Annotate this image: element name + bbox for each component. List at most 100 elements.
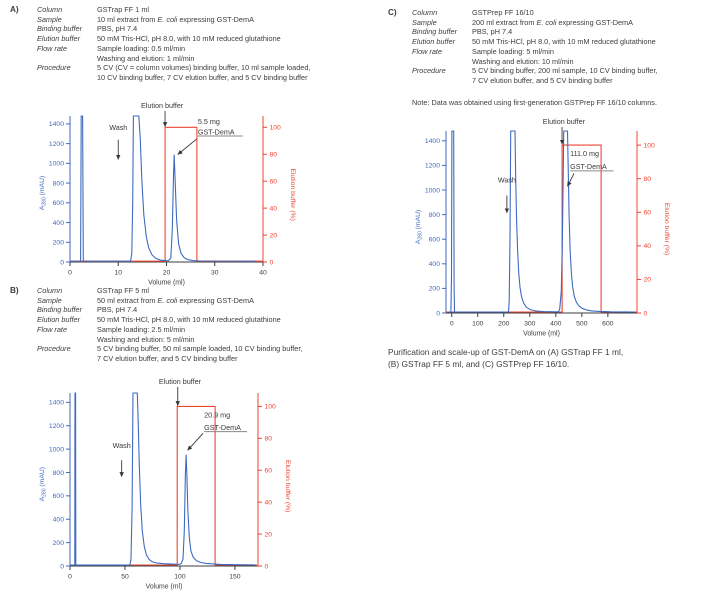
y-right-tick-label: 20 — [270, 232, 278, 239]
spec-value: 50 ml extract from E. coli expressing GS… — [97, 295, 254, 305]
y-right-axis-label: Elution buffer (%) — [284, 460, 291, 512]
panel-b-label: B) — [10, 286, 19, 295]
x-tick-label: 0 — [450, 321, 454, 328]
x-tick-label: 100 — [472, 321, 484, 328]
spec-label: Sample — [37, 295, 62, 305]
chromatogram-a: 0 10 20 30 40 Volume (ml) 0 200 400 600 800 1000 120… — [26, 96, 302, 296]
spec-value: 50 mM Tris-HCl, pH 8.0, with 10 mM reduc… — [97, 315, 281, 325]
elution-buffer-trace — [446, 144, 637, 313]
y-left-axis-label: A280 (mAU) — [415, 210, 424, 244]
y-left-tick-label: 400 — [53, 220, 65, 227]
spec-value: PBS, pH 7.4 — [472, 27, 513, 37]
x-tick-label: 50 — [121, 574, 129, 581]
y-left-tick-label: 200 — [429, 286, 441, 293]
spec-value: Sample loading: 2.5 ml/min — [97, 324, 186, 334]
x-tick-label: 100 — [174, 574, 186, 581]
spec-label: Procedure — [37, 344, 71, 354]
spec-row: Elution buffer 50 mM Tris-HCl, pH 8.0, wi… — [37, 34, 310, 44]
peak-amount-label: 111.0 mg — [570, 149, 599, 158]
x-tick-label: 40 — [259, 270, 267, 277]
spec-row: Sample 10 ml extract from E. coli express… — [37, 15, 310, 25]
absorbance-trace — [70, 115, 256, 262]
x-tick-label: 300 — [524, 321, 536, 328]
spec-row: Elution buffer 50 mM Tris-HCl, pH 8.0, wi… — [37, 315, 302, 325]
y-right-tick-label: 40 — [265, 499, 273, 506]
spec-value: Washing and elution: 5 ml/min — [97, 334, 195, 344]
spec-row: Binding buffer PBS, pH 7.4 — [37, 24, 310, 34]
y-right-tick-label: 20 — [265, 531, 273, 538]
y-left-tick-label: 1000 — [49, 161, 64, 168]
absorbance-trace — [447, 130, 636, 313]
y-left-tick-label: 1200 — [49, 141, 64, 148]
spec-label: Column — [37, 286, 63, 295]
spec-row: Column GSTPrep FF 16/10 — [412, 8, 658, 18]
y-right-axis-label: Elution buffer (%) — [289, 168, 296, 220]
spec-row: Washing and elution: 5 ml/min — [37, 335, 302, 345]
x-tick-label: 10 — [114, 270, 122, 277]
spec-row: 10 CV binding buffer, 7 CV elution buffe… — [37, 73, 310, 83]
spec-label — [412, 57, 472, 67]
wash-annotation: Wash — [498, 176, 516, 185]
spec-value: GSTrap FF 5 ml — [97, 286, 150, 295]
y-left-tick-label: 800 — [53, 470, 65, 477]
y-left-axis-label: A280 (mAU) — [39, 467, 48, 501]
spec-value: 50 mM Tris-HCl, pH 8.0, with 10 mM reduc… — [97, 34, 281, 44]
spec-label — [37, 73, 97, 83]
spec-row: Flow rate Sample loading: 5 ml/min — [412, 47, 658, 57]
spec-label — [412, 76, 472, 86]
spec-label: Flow rate — [37, 324, 68, 334]
spec-label: Column — [412, 8, 438, 17]
spec-row: Sample 200 ml extract from E. coli expres… — [412, 18, 658, 28]
spec-label — [37, 335, 97, 345]
spec-row: Flow rate Sample loading: 2.5 ml/min — [37, 325, 302, 335]
y-left-axis-label: A280 (mAU) — [39, 176, 48, 210]
elution-buffer-annotation: Elution buffer — [543, 117, 586, 126]
spec-value: 10 CV binding buffer, 7 CV elution buffe… — [97, 72, 308, 82]
spec-row: Procedure 5 CV (CV = column volumes) bind… — [37, 63, 310, 73]
spec-row: 7 CV elution buffer, and 5 CV binding bu… — [37, 354, 302, 364]
x-tick-label: 150 — [229, 574, 241, 581]
y-left-tick-label: 800 — [53, 180, 65, 187]
spec-value: 7 CV elution buffer, and 5 CV binding bu… — [472, 75, 613, 85]
spec-value: GSTrap FF 1 ml — [97, 5, 150, 14]
chromatogram-c: 0 100 200 300 400 500 600 Volume (ml) 0 200 400 600… — [396, 112, 702, 344]
y-right-tick-label: 100 — [270, 125, 282, 132]
spec-value: 7 CV elution buffer, and 5 CV binding bu… — [97, 353, 238, 363]
y-left-tick-label: 400 — [429, 261, 441, 268]
x-tick-label: 0 — [68, 574, 72, 581]
x-tick-label: 200 — [498, 321, 510, 328]
peak-protein-label: GST-DemA — [198, 127, 235, 136]
y-right-tick-label: 60 — [644, 210, 652, 217]
elution-buffer-trace — [70, 405, 257, 566]
spec-value: Sample loading: 0.5 ml/min — [97, 43, 186, 53]
spec-label: Binding buffer — [412, 27, 458, 37]
x-axis-label: Volume (ml) — [148, 280, 185, 287]
spec-label: Flow rate — [37, 43, 68, 53]
spec-label: Procedure — [37, 63, 71, 73]
spec-row: Procedure 5 CV binding buffer, 50 ml samp… — [37, 344, 302, 354]
spec-value: 50 mM Tris-HCl, pH 8.0, with 10 mM reduc… — [472, 37, 656, 47]
spec-value: 200 ml extract from E. coli expressing G… — [472, 17, 634, 27]
spec-value: 5 CV binding buffer, 200 ml sample, 10 C… — [472, 66, 658, 76]
spec-label: Elution buffer — [37, 315, 80, 325]
y-right-tick-label: 80 — [270, 152, 278, 159]
x-axis-label: Volume (ml) — [523, 331, 560, 338]
spec-row: Elution buffer 50 mM Tris-HCl, pH 8.0, wi… — [412, 37, 658, 47]
x-tick-label: 20 — [163, 270, 171, 277]
y-right-tick-label: 0 — [265, 563, 269, 570]
x-tick-label: 30 — [211, 270, 219, 277]
y-left-tick-label: 0 — [436, 310, 440, 317]
y-right-tick-label: 0 — [270, 259, 274, 266]
spec-label: Flow rate — [412, 46, 443, 56]
y-right-tick-label: 100 — [644, 142, 656, 149]
spec-label: Binding buffer — [37, 24, 83, 34]
spec-label: Elution buffer — [412, 37, 455, 47]
spec-value: GSTPrep FF 16/10 — [472, 8, 534, 17]
spec-value: PBS, pH 7.4 — [97, 24, 138, 34]
x-tick-label: 0 — [68, 270, 72, 277]
spec-value: Washing and elution: 1 ml/min — [97, 53, 195, 63]
figure-caption: Purification and scale-up of GST-DemA on… — [388, 346, 700, 371]
spec-label — [37, 354, 97, 364]
